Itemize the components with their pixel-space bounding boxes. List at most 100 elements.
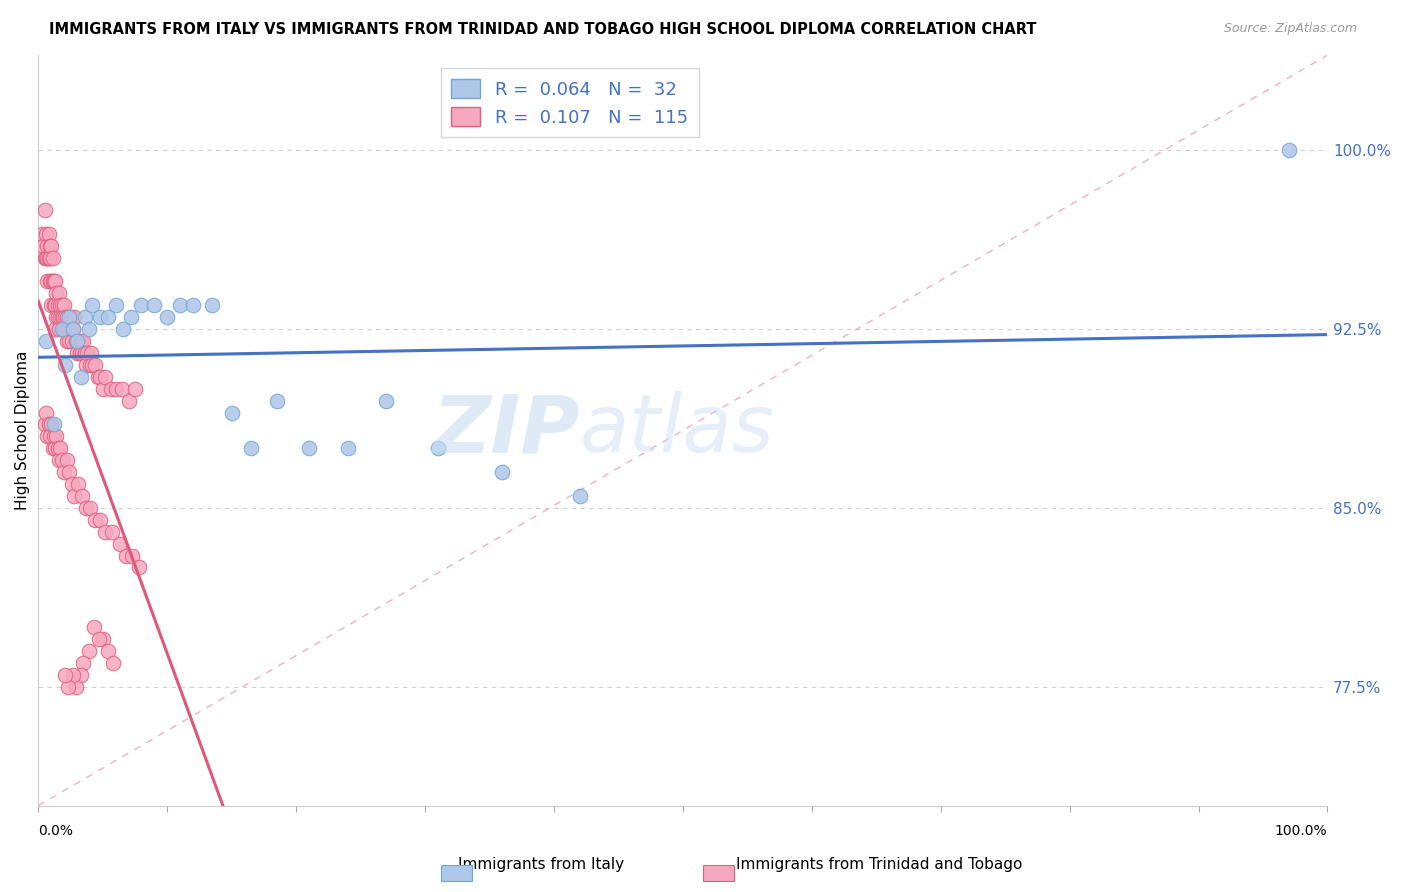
- Point: [49, 310, 72, 325]
- Point: [97, 310, 120, 325]
- Point: [34, 417, 56, 432]
- Point: [240, 442, 263, 456]
- Point: [37, 251, 59, 265]
- Point: [37, 239, 59, 253]
- Point: [35, 227, 58, 241]
- Point: [91, 382, 114, 396]
- Point: [86, 369, 108, 384]
- Point: [42, 417, 65, 432]
- Point: [67, 477, 90, 491]
- Point: [55, 310, 77, 325]
- Point: [39, 275, 62, 289]
- Point: [70, 346, 93, 360]
- Point: [72, 656, 94, 670]
- Point: [1278, 144, 1301, 158]
- Text: Immigrants from Italy: Immigrants from Italy: [458, 857, 624, 872]
- Point: [37, 429, 59, 443]
- Point: [73, 346, 96, 360]
- Point: [59, 322, 82, 336]
- Point: [42, 275, 65, 289]
- Point: [55, 453, 77, 467]
- Point: [115, 549, 138, 563]
- Point: [35, 251, 58, 265]
- Point: [48, 286, 70, 301]
- Point: [298, 442, 321, 456]
- Point: [55, 310, 77, 325]
- Point: [70, 369, 93, 384]
- Text: Source: ZipAtlas.com: Source: ZipAtlas.com: [1223, 22, 1357, 36]
- Point: [266, 393, 288, 408]
- Y-axis label: High School Diploma: High School Diploma: [15, 351, 30, 510]
- Point: [128, 560, 150, 574]
- Point: [82, 298, 104, 312]
- Point: [66, 334, 89, 348]
- Point: [56, 322, 79, 336]
- Point: [77, 322, 100, 336]
- Point: [336, 442, 359, 456]
- Point: [42, 298, 65, 312]
- Point: [51, 310, 73, 325]
- Point: [35, 405, 58, 419]
- Point: [89, 369, 111, 384]
- Point: [89, 513, 111, 527]
- Point: [73, 310, 96, 325]
- Point: [112, 322, 135, 336]
- Point: [84, 513, 107, 527]
- Point: [104, 298, 127, 312]
- Point: [62, 667, 84, 681]
- Point: [55, 334, 77, 348]
- Point: [60, 477, 83, 491]
- Point: [117, 393, 139, 408]
- Point: [65, 680, 87, 694]
- Text: ZIP: ZIP: [433, 392, 579, 469]
- Point: [70, 667, 93, 681]
- Point: [60, 334, 83, 348]
- Point: [94, 524, 117, 539]
- Point: [39, 251, 62, 265]
- Point: [79, 358, 101, 372]
- Point: [46, 298, 69, 312]
- Point: [55, 358, 77, 372]
- Point: [42, 429, 65, 443]
- Point: [41, 251, 63, 265]
- Point: [84, 358, 107, 372]
- Point: [101, 656, 124, 670]
- Point: [49, 298, 72, 312]
- Point: [51, 453, 73, 467]
- Point: [63, 489, 86, 503]
- Point: [82, 358, 104, 372]
- Point: [75, 500, 97, 515]
- Point: [41, 442, 63, 456]
- Text: IMMIGRANTS FROM ITALY VS IMMIGRANTS FROM TRINIDAD AND TOBAGO HIGH SCHOOL DIPLOMA: IMMIGRANTS FROM ITALY VS IMMIGRANTS FROM…: [49, 22, 1036, 37]
- Point: [39, 239, 62, 253]
- Point: [45, 310, 67, 325]
- Point: [63, 310, 86, 325]
- Point: [55, 322, 77, 336]
- Point: [169, 298, 191, 312]
- Point: [48, 322, 70, 336]
- Point: [34, 202, 56, 217]
- Point: [101, 524, 124, 539]
- Point: [34, 251, 56, 265]
- Point: [53, 465, 76, 479]
- Point: [111, 382, 134, 396]
- Point: [56, 680, 79, 694]
- Point: [52, 322, 75, 336]
- Point: [44, 275, 66, 289]
- Point: [80, 346, 103, 360]
- Point: [91, 632, 114, 646]
- Point: [51, 298, 73, 312]
- Point: [59, 310, 82, 325]
- Point: [58, 465, 80, 479]
- Point: [124, 382, 146, 396]
- Point: [221, 405, 243, 419]
- Point: [181, 298, 204, 312]
- Point: [156, 310, 179, 325]
- Point: [97, 644, 120, 658]
- Point: [83, 620, 105, 634]
- Point: [38, 227, 60, 241]
- Point: [38, 251, 60, 265]
- Point: [39, 298, 62, 312]
- Point: [39, 239, 62, 253]
- Point: [100, 382, 122, 396]
